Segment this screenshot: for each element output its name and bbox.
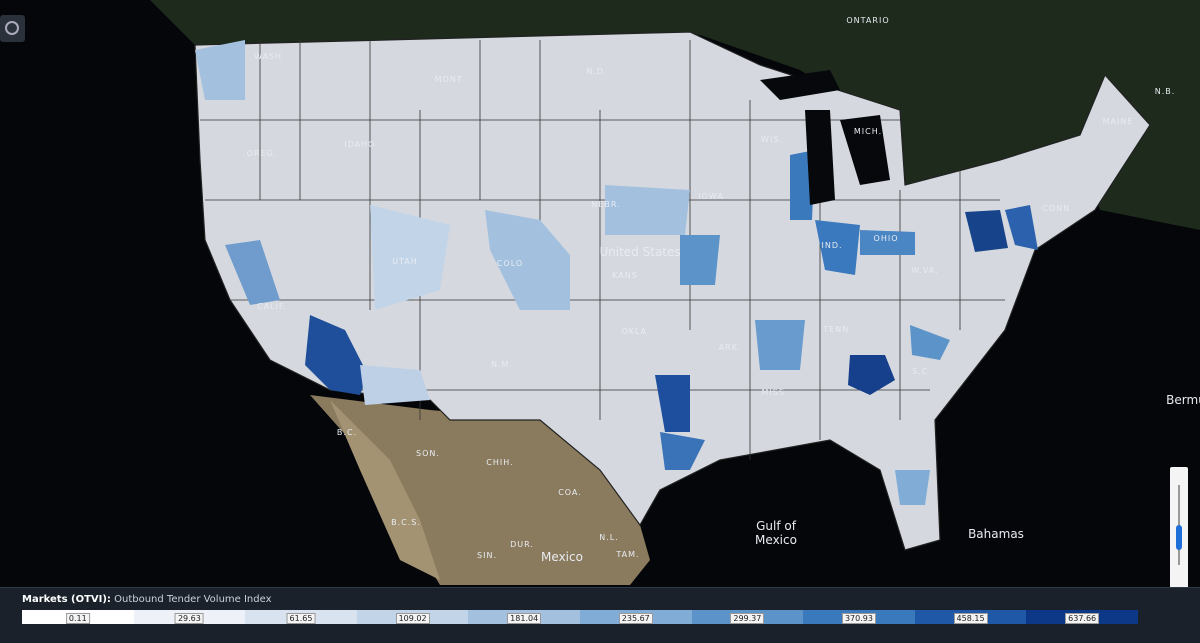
map-label: UTAH: [392, 257, 418, 266]
map-label: W.VA.: [911, 266, 938, 275]
us-land: [194, 31, 1151, 551]
legend-break-label: 458.15: [953, 613, 988, 624]
legend: Markets (OTVI): Outbound Tender Volume I…: [0, 587, 1200, 643]
settings-icon: [5, 21, 19, 35]
baja: [330, 400, 440, 580]
legend-bin: 29.63: [133, 610, 246, 624]
legend-bar: 0.11 29.63 61.65 109.02 181.04 235.67 299.37 37…: [22, 610, 1138, 624]
market-fills: [195, 40, 1038, 505]
map-label: COA.: [558, 488, 582, 497]
map-label: MISS.: [762, 388, 789, 397]
map-label: NEBR.: [591, 200, 620, 209]
great-lakes: [760, 70, 890, 205]
map-label: N.L.: [599, 533, 619, 542]
map-label: WASH: [254, 52, 282, 61]
legend-subtitle: Outbound Tender Volume Index: [114, 594, 272, 605]
legend-break-label: 637.66: [1065, 613, 1100, 624]
map-label: SIN.: [477, 551, 497, 560]
legend-bin: 181.04: [468, 610, 580, 624]
map-label: TAM.: [615, 550, 639, 559]
map-label: MICH.: [854, 127, 882, 136]
map-label: OREG.: [247, 149, 278, 158]
map-label: MONT.: [435, 75, 466, 84]
map-label: OHIO: [874, 234, 899, 243]
mexico-land: [310, 395, 650, 585]
map-label: WIS.: [761, 135, 783, 144]
map-label: OKLA.: [621, 327, 650, 336]
map-label: Gulf of: [756, 519, 797, 533]
legend-break-label: 0.11: [65, 613, 90, 624]
region-borders: [200, 40, 1005, 460]
legend-break-label: 61.65: [286, 613, 316, 624]
legend-bin: 458.15: [914, 610, 1027, 624]
map-label: CHIH.: [486, 458, 513, 467]
map-label: United States: [599, 245, 680, 259]
legend-bin: 109.02: [356, 610, 469, 624]
map-label: CONN.: [1042, 204, 1073, 213]
legend-bin: 235.67: [579, 610, 692, 624]
legend-bin: 370.93: [803, 610, 915, 624]
map-label: B.C.: [337, 428, 357, 437]
legend-title: Markets (OTVI): Outbound Tender Volume I…: [22, 594, 272, 605]
canada-land: [150, 0, 1200, 230]
legend-break-label: 235.67: [618, 613, 653, 624]
map-label: SON.: [416, 449, 440, 458]
map-label: N.D.: [586, 67, 607, 76]
map-label: B.C.S.: [391, 518, 421, 527]
map-label: DUR.: [510, 540, 534, 549]
map-label: N.B.: [1155, 87, 1176, 96]
slider-thumb[interactable]: [1176, 525, 1182, 550]
legend-break-label: 370.93: [841, 613, 876, 624]
map-label: Bermu: [1166, 393, 1200, 407]
map-label: N.M.: [491, 360, 513, 369]
settings-button[interactable]: [0, 15, 25, 42]
map-label: KANS: [612, 271, 638, 280]
map-label: CALIF.: [257, 302, 287, 311]
map-label: IND.: [821, 241, 842, 250]
map-label: Mexico: [541, 550, 583, 564]
map-label: Mexico: [755, 533, 797, 547]
legend-bin: 299.37: [691, 610, 804, 624]
legend-break-label: 109.02: [395, 613, 430, 624]
map-label: ONTARIO: [846, 16, 889, 25]
map-label: COLO: [497, 259, 523, 268]
legend-break-label: 29.63: [174, 613, 204, 624]
legend-bin: 61.65: [245, 610, 357, 624]
map-label: IOWA: [698, 192, 724, 201]
map-label: IDAHO: [344, 140, 375, 149]
legend-title-text: Markets (OTVI):: [22, 594, 111, 605]
legend-break-label: 299.37: [730, 613, 765, 624]
map-label: TENN.: [822, 325, 852, 334]
map-label: ARK.: [719, 343, 742, 352]
legend-break-label: 181.04: [507, 613, 542, 624]
map-label: S.C.: [912, 367, 932, 376]
map: ONTARIO N.B. MAINE N.D. WASH IDAHO MONT. OREG. W…: [0, 0, 1200, 599]
legend-bin: 637.66: [1026, 610, 1138, 624]
map-label: Bahamas: [968, 527, 1024, 541]
legend-bin: 0.11: [22, 610, 134, 624]
map-label: MAINE: [1103, 117, 1134, 126]
